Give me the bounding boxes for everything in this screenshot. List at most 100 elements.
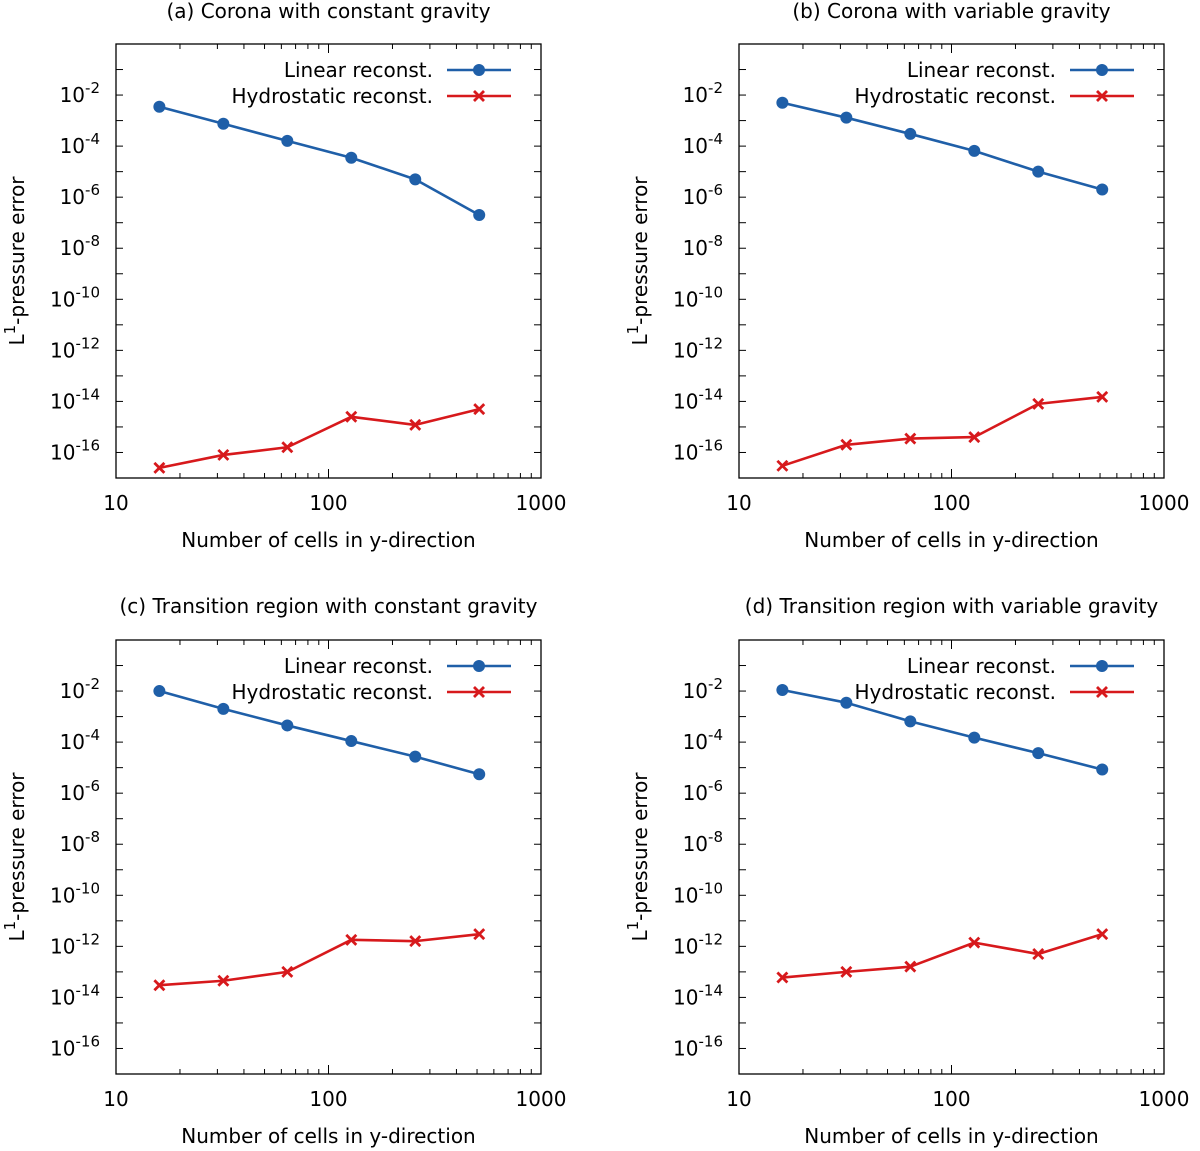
y-tick-label: 10-2: [683, 79, 723, 107]
y-tick-label: 10-14: [50, 385, 100, 413]
y-tick-exponent: -8: [85, 232, 100, 250]
chart-title: (c) Transition region with constant grav…: [120, 594, 538, 618]
chart-title: (b) Corona with variable gravity: [792, 0, 1110, 23]
y-tick-label: 10-8: [60, 828, 100, 856]
y-tick-label: 10-8: [60, 232, 100, 260]
x-tick-label: 10: [726, 1087, 751, 1111]
y-tick-label: 10-4: [683, 130, 723, 158]
data-point-linear: [473, 209, 486, 222]
y-tick-exponent: -8: [708, 828, 723, 846]
y-tick-exponent: -10: [699, 879, 724, 897]
y-tick-exponent: -2: [708, 675, 723, 693]
y-tick-label: 10-6: [60, 777, 100, 805]
chart-panel-a: (a) Corona with constant gravity 10 100 100…: [1, 0, 566, 552]
data-point-linear: [153, 685, 166, 698]
data-point-linear: [217, 702, 230, 715]
x-tick-label: 1000: [1139, 491, 1190, 515]
y-tick-exponent: -4: [708, 726, 723, 744]
y-tick-label: 10-12: [50, 930, 100, 958]
y-axis-label: L1-pressure error: [1, 772, 29, 942]
legend-marker: [473, 90, 485, 102]
x-tick-label: 100: [932, 491, 970, 515]
y-tick-exponent: -2: [85, 79, 100, 97]
y-tick-exponent: -12: [76, 930, 101, 948]
y-tick-exponent: -8: [85, 828, 100, 846]
x-axis-label: Number of cells in y-direction: [804, 1124, 1098, 1148]
series-line-hydrostatic: [159, 407, 480, 470]
legend-label: Hydrostatic reconst.: [855, 680, 1056, 704]
series-line-linear: [782, 101, 1103, 191]
legend-label: Hydrostatic reconst.: [232, 680, 433, 704]
data-point-linear: [968, 144, 981, 157]
y-tick-exponent: -4: [708, 130, 723, 148]
legend-marker: [1096, 64, 1108, 76]
y-tick-exponent: -14: [76, 385, 101, 403]
data-point-hydrostatic: [840, 965, 853, 978]
x-tick-label: 100: [309, 1087, 347, 1111]
y-tick-exponent: -16: [699, 436, 724, 454]
data-point-linear: [409, 750, 422, 763]
data-point-hydrostatic: [776, 971, 789, 984]
legend-label: Hydrostatic reconst.: [232, 84, 433, 108]
y-tick-label: 10-10: [50, 879, 100, 907]
y-tick-exponent: -8: [708, 232, 723, 250]
plot-frame: [115, 639, 542, 1075]
series-line-linear: [159, 689, 480, 776]
legend-marker: [473, 686, 485, 698]
y-tick-exponent: -2: [708, 79, 723, 97]
x-axis-label: Number of cells in y-direction: [804, 528, 1098, 552]
y-axis-label: L1-pressure error: [1, 176, 29, 346]
data-point-linear: [776, 96, 789, 109]
y-tick-exponent: -4: [85, 726, 100, 744]
y-tick-label: 10-12: [673, 334, 723, 362]
y-tick-exponent: -12: [699, 930, 724, 948]
y-tick-label: 10-6: [683, 777, 723, 805]
y-tick-exponent: -16: [76, 436, 101, 454]
data-point-linear: [968, 731, 981, 744]
y-tick-label: 10-6: [683, 181, 723, 209]
y-tick-exponent: -14: [699, 385, 724, 403]
y-tick-exponent: -10: [699, 283, 724, 301]
plot-frame: [738, 639, 1165, 1075]
y-tick-label: 10-4: [683, 726, 723, 754]
x-tick-label: 1000: [516, 491, 567, 515]
chart-panel-d: (d) Transition region with variable grav…: [624, 594, 1189, 1148]
y-tick-label: 10-16: [50, 436, 100, 464]
data-point-hydrostatic: [345, 410, 358, 423]
y-tick-exponent: -12: [699, 334, 724, 352]
data-point-hydrostatic: [345, 933, 358, 946]
y-tick-label: 10-16: [673, 1032, 723, 1060]
chart-title: (a) Corona with constant gravity: [166, 0, 490, 23]
y-tick-exponent: -16: [699, 1032, 724, 1050]
x-tick-label: 100: [309, 491, 347, 515]
data-point-hydrostatic: [281, 441, 294, 454]
data-point-linear: [904, 715, 917, 728]
series-line-hydrostatic: [159, 932, 480, 987]
y-tick-exponent: -10: [76, 879, 101, 897]
x-tick-label: 100: [932, 1087, 970, 1111]
data-point-linear: [409, 173, 422, 186]
data-point-linear: [1096, 183, 1109, 196]
y-axis-label: L1-pressure error: [624, 772, 652, 942]
y-tick-label: 10-8: [683, 232, 723, 260]
x-tick-label: 10: [103, 1087, 128, 1111]
y-tick-label: 10-2: [60, 79, 100, 107]
data-point-hydrostatic: [1032, 948, 1045, 961]
y-tick-label: 10-10: [673, 879, 723, 907]
data-point-hydrostatic: [1096, 928, 1109, 941]
data-point-linear: [1032, 165, 1045, 178]
y-tick-label: 10-14: [50, 981, 100, 1009]
data-point-linear: [1032, 747, 1045, 760]
data-point-hydrostatic: [968, 431, 981, 444]
data-point-linear: [1096, 763, 1109, 776]
x-tick-label: 1000: [516, 1087, 567, 1111]
y-tick-label: 10-10: [673, 283, 723, 311]
y-axis-label: L1-pressure error: [624, 176, 652, 346]
data-point-hydrostatic: [904, 432, 917, 445]
chart-panel-b: (b) Corona with variable gravity 10 100 100…: [624, 0, 1189, 552]
legend-marker: [1096, 660, 1108, 672]
y-tick-exponent: -12: [76, 334, 101, 352]
data-point-linear: [281, 134, 294, 147]
series-line-linear: [782, 688, 1103, 771]
data-point-hydrostatic: [217, 448, 230, 461]
